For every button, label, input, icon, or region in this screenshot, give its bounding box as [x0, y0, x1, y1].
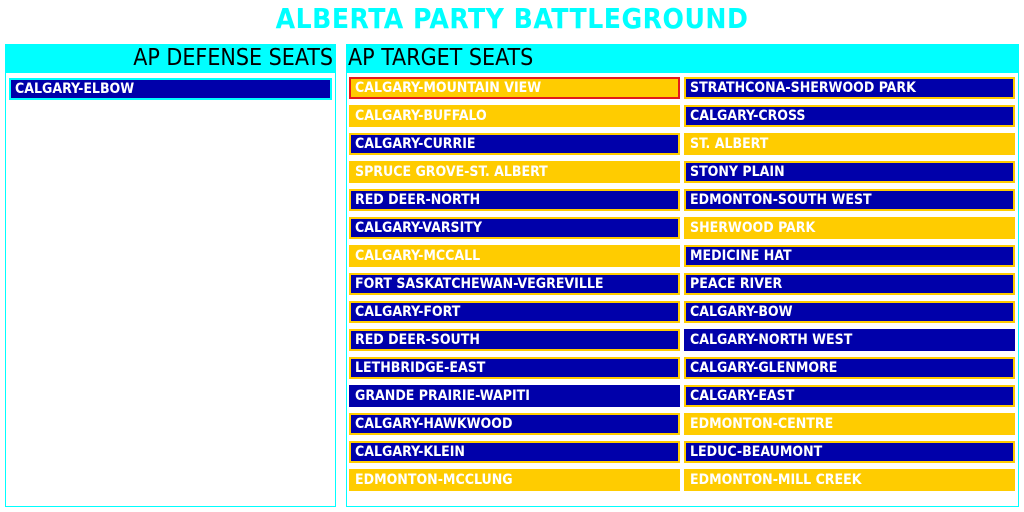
target-seat-left: LETHBRIDGE-EAST	[349, 357, 680, 379]
target-seat-left: SPRUCE GROVE-ST. ALBERT	[349, 161, 680, 183]
defense-header-label: AP DEFENSE SEATS	[133, 45, 333, 71]
target-seat-left: CALGARY-CURRIE	[349, 133, 680, 155]
target-seat-left: CALGARY-BUFFALO	[349, 105, 680, 127]
target-seat-right: ST. ALBERT	[684, 133, 1015, 155]
target-seat-left: CALGARY-FORT	[349, 301, 680, 323]
target-seat-right: CALGARY-BOW	[684, 301, 1015, 323]
target-seat-right: EDMONTON-CENTRE	[684, 413, 1015, 435]
target-seat-right: CALGARY-CROSS	[684, 105, 1015, 127]
defense-header: AP DEFENSE SEATS	[5, 44, 336, 72]
target-seat-left: EDMONTON-MCCLUNG	[349, 469, 680, 491]
targets-header: AP TARGET SEATS	[346, 44, 1019, 72]
target-seat-right: EDMONTON-SOUTH WEST	[684, 189, 1015, 211]
page-title: ALBERTA PARTY BATTLEGROUND	[275, 2, 749, 35]
target-seat-right: STRATHCONA-SHERWOOD PARK	[684, 77, 1015, 99]
target-seat-left: GRANDE PRAIRIE-WAPITI	[349, 385, 680, 407]
defense-seat: CALGARY-ELBOW	[9, 78, 332, 100]
target-seat-left: RED DEER-SOUTH	[349, 329, 680, 351]
target-seat-right: CALGARY-NORTH WEST	[684, 329, 1015, 351]
target-seat-right: SHERWOOD PARK	[684, 217, 1015, 239]
target-seat-left: FORT SASKATCHEWAN-VEGREVILLE	[349, 273, 680, 295]
target-seat-left: CALGARY-VARSITY	[349, 217, 680, 239]
target-seat-left: CALGARY-MCCALL	[349, 245, 680, 267]
target-seat-left: CALGARY-HAWKWOOD	[349, 413, 680, 435]
target-seat-right: LEDUC-BEAUMONT	[684, 441, 1015, 463]
target-seat-right: PEACE RIVER	[684, 273, 1015, 295]
target-seat-right: EDMONTON-MILL CREEK	[684, 469, 1015, 491]
target-seat-left: CALGARY-KLEIN	[349, 441, 680, 463]
defense-panel	[5, 72, 336, 507]
target-seat-right: CALGARY-EAST	[684, 385, 1015, 407]
target-seat-left: RED DEER-NORTH	[349, 189, 680, 211]
target-seat-right: STONY PLAIN	[684, 161, 1015, 183]
target-seat-left: CALGARY-MOUNTAIN VIEW	[349, 77, 680, 99]
target-seat-right: CALGARY-GLENMORE	[684, 357, 1015, 379]
target-seat-right: MEDICINE HAT	[684, 245, 1015, 267]
targets-header-label: AP TARGET SEATS	[348, 45, 534, 71]
